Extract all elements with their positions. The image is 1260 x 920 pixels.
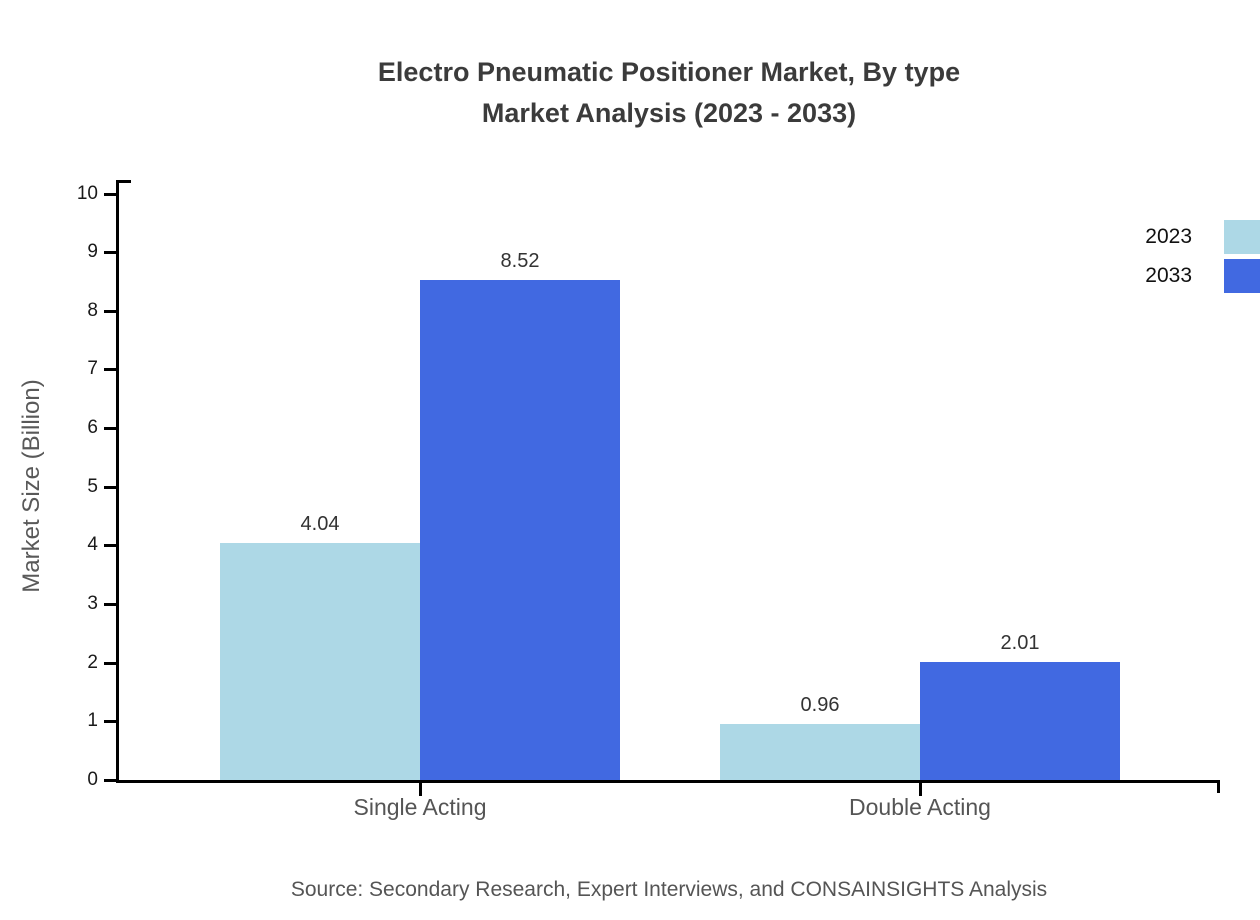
- y-tick-label-3: 3: [87, 593, 98, 615]
- y-tick-label-4: 4: [87, 534, 98, 556]
- legend-swatch-2023: [1224, 220, 1260, 254]
- category-label-1: Double Acting: [849, 794, 991, 820]
- bar-2033-single-acting: [420, 280, 620, 780]
- y-tick-mark-7: [104, 368, 116, 372]
- value-label-2033-double-acting: 2.01: [1000, 632, 1040, 655]
- y-tick-label-7: 7: [87, 358, 98, 380]
- y-tick-mark-10: [104, 192, 116, 196]
- x-tick-mark-0: [419, 783, 422, 796]
- y-tick-label-8: 8: [87, 299, 98, 321]
- y-tick-label-10: 10: [76, 182, 98, 204]
- y-tick-label-5: 5: [87, 475, 98, 497]
- y-tick-mark-6: [104, 427, 116, 431]
- chart-title: Electro Pneumatic Positioner Market, By …: [118, 52, 1220, 134]
- y-tick-mark-1: [104, 720, 116, 724]
- chart-title-line2: Market Analysis (2023 - 2033): [481, 98, 857, 128]
- y-tick-label-1: 1: [87, 710, 98, 732]
- bar-2023-single-acting: [220, 543, 420, 780]
- y-tick-mark-9: [104, 251, 116, 255]
- y-axis-line: [116, 180, 119, 783]
- legend-item-2033: 2033: [1145, 259, 1260, 293]
- value-label-2023-single-acting: 4.04: [300, 513, 340, 536]
- y-tick-mark-3: [104, 603, 116, 607]
- y-tick-label-6: 6: [87, 417, 98, 439]
- y-tick-mark-0: [104, 779, 116, 782]
- legend-swatch-2033: [1224, 259, 1260, 293]
- y-tick-label-0: 0: [87, 769, 98, 790]
- bar-2033-double-acting: [920, 662, 1120, 780]
- x-axis-end-tick: [1217, 780, 1220, 793]
- y-tick-mark-2: [104, 661, 116, 665]
- bar-2023-double-acting: [720, 723, 920, 780]
- source-attribution: Source: Secondary Research, Expert Inter…: [290, 878, 1048, 901]
- y-tick-mark-4: [104, 544, 116, 548]
- value-label-2023-double-acting: 0.96: [800, 693, 840, 716]
- y-tick-mark-8: [104, 309, 116, 313]
- legend-label-2033: 2033: [1145, 264, 1192, 287]
- legend-label-2023: 2023: [1145, 225, 1192, 248]
- category-label-0: Single Acting: [353, 794, 487, 820]
- y-axis-top-cap: [116, 180, 131, 183]
- legend-item-2023: 2023: [1145, 220, 1260, 254]
- chart-title-line1: Electro Pneumatic Positioner Market, By …: [377, 57, 961, 87]
- value-label-2033-single-acting: 8.52: [500, 250, 540, 273]
- y-tick-label-2: 2: [87, 651, 98, 673]
- x-axis-line: [116, 780, 1220, 783]
- y-tick-label-9: 9: [87, 241, 98, 263]
- x-tick-mark-1: [919, 783, 922, 796]
- y-tick-mark-5: [104, 485, 116, 489]
